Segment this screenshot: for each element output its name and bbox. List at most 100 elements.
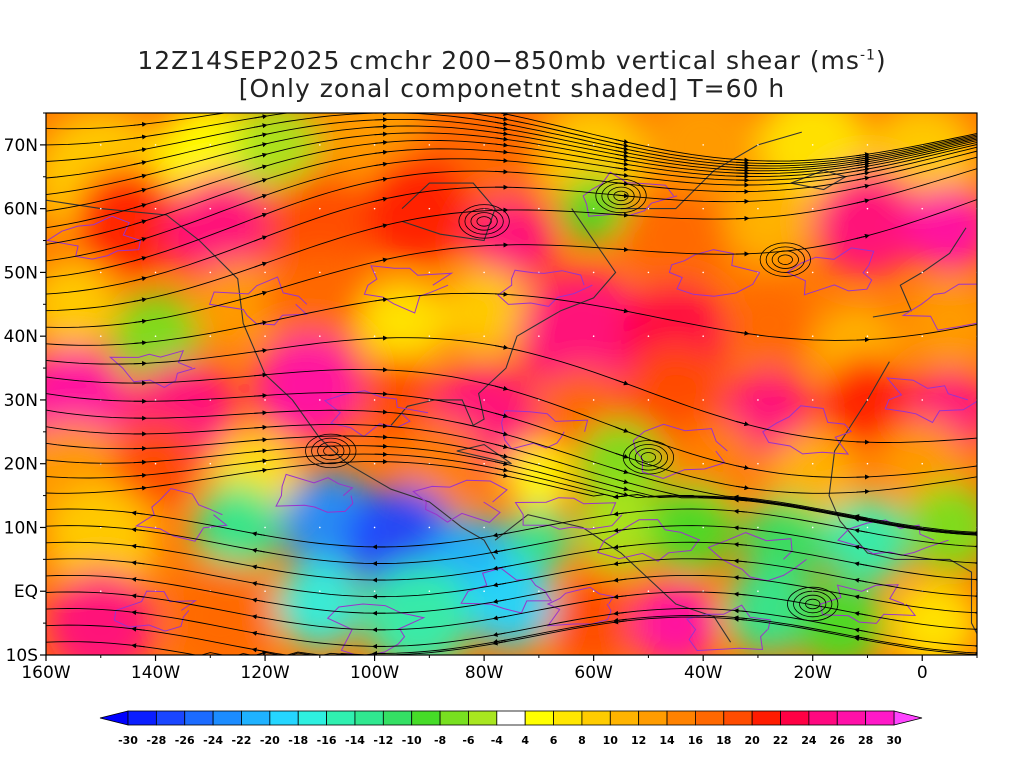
vortex-ring (601, 182, 641, 210)
colorbar-label: 20 (744, 734, 760, 747)
vortex-ring (323, 445, 339, 457)
colorbar-label: 10 (603, 734, 619, 747)
grid-dot (209, 271, 212, 274)
vortex-ring (607, 186, 635, 206)
streamline-arrow (251, 597, 266, 603)
lat-tick-label: 40N (4, 327, 38, 347)
vortex-ring (595, 178, 647, 214)
streamline-arrow (856, 489, 870, 495)
grid-dot (264, 399, 266, 401)
lat-tick-label: 60N (4, 200, 38, 220)
streamline-arrow (374, 124, 389, 130)
streamline-arrow (374, 257, 388, 263)
streamline-arrow (133, 173, 148, 179)
grid-dot (757, 526, 759, 529)
streamline (46, 445, 977, 536)
chart-title-line2: [Only zonal componetnt shaded] T=60 h (238, 74, 786, 103)
streamline-arrow (131, 543, 145, 549)
map-frame (45, 112, 978, 656)
grid-dot (154, 462, 157, 465)
streamline-arrow (374, 297, 389, 303)
grid-dot (373, 144, 376, 146)
streamline (46, 508, 977, 548)
vortex-ring (787, 586, 839, 622)
colorbar-label: -8 (434, 734, 446, 747)
streamline-arrow (615, 478, 629, 485)
vortex-ring (759, 242, 811, 277)
shade-blob (725, 566, 813, 655)
colorbar-label: 24 (801, 734, 817, 747)
title-suffix: ) (875, 46, 887, 75)
grid-dot (757, 462, 759, 465)
lon-tick-label: 40W (684, 663, 723, 683)
shade-blob (73, 166, 183, 277)
grid-dot (483, 335, 485, 337)
streamline-arrow (494, 131, 509, 137)
grid-dot (319, 271, 321, 274)
streamline-arrow (736, 157, 750, 163)
streamline-arrow (736, 165, 750, 171)
streamline-arrow (854, 594, 868, 600)
grid-dot (209, 462, 212, 465)
shade-blob (905, 279, 977, 368)
streamline-arrow (976, 437, 977, 439)
grid-dot (373, 462, 376, 465)
streamline-arrow (133, 459, 148, 465)
grid-dot (483, 590, 485, 593)
streamline-arrow (494, 121, 509, 127)
grid-dot (592, 144, 595, 146)
streamline-arrow (733, 558, 748, 564)
lat-tick-label: 10N (4, 518, 38, 538)
lat-tick-label: 70N (4, 136, 38, 156)
shade-blob (823, 496, 912, 585)
grid-dot (264, 207, 266, 210)
grid-dot (866, 462, 869, 465)
colorbar-swatch (382, 710, 413, 726)
streamline-arrow (374, 423, 389, 429)
streamline (46, 199, 977, 328)
shade-blob (905, 483, 977, 572)
grid-dot (154, 144, 157, 146)
colorbar-swatch (609, 710, 640, 726)
grid-dot (373, 335, 376, 337)
colorbar-swatch (836, 710, 867, 726)
streamline (46, 150, 977, 278)
shear-contour (901, 283, 977, 331)
streamline-arrow (733, 575, 748, 581)
streamline (46, 118, 977, 179)
grid-dot (921, 271, 924, 274)
grid-dot (154, 335, 157, 337)
grid-dot (264, 462, 266, 465)
shade-blob (265, 173, 375, 283)
lon-tick-label: 80W (465, 663, 504, 683)
colorbar-swatch (127, 710, 157, 726)
streamline (46, 292, 977, 346)
streamline-arrow (254, 348, 268, 354)
colorbar-label: -22 (232, 734, 252, 747)
grid-dot (538, 207, 540, 210)
streamline-arrow (133, 297, 148, 303)
grid-dot (428, 207, 431, 210)
streamline-arrow (856, 167, 870, 172)
streamline-arrow (131, 576, 145, 582)
streamline-arrow (494, 344, 509, 350)
colorbar-swatch (695, 710, 725, 726)
lon-tick-label: 120W (240, 663, 289, 683)
streamline-arrow (735, 420, 750, 427)
colorbar-swatch (553, 710, 583, 726)
streamline (46, 525, 977, 564)
coastline (46, 199, 496, 560)
shade-blob (506, 443, 572, 510)
colorbar-label: 22 (773, 734, 788, 747)
streamline-arrow (374, 140, 389, 146)
streamline-arrow (615, 146, 629, 152)
streamline-arrow (492, 640, 507, 646)
streamline-arrow (976, 476, 977, 477)
grid-dot (428, 335, 431, 337)
streamline-arrow (733, 541, 748, 547)
colorbar-label: -30 (118, 734, 138, 747)
streamline-arrow (253, 152, 268, 159)
streamline-arrow (131, 626, 145, 632)
shade-blob (46, 568, 156, 655)
streamline-arrow (976, 138, 977, 140)
